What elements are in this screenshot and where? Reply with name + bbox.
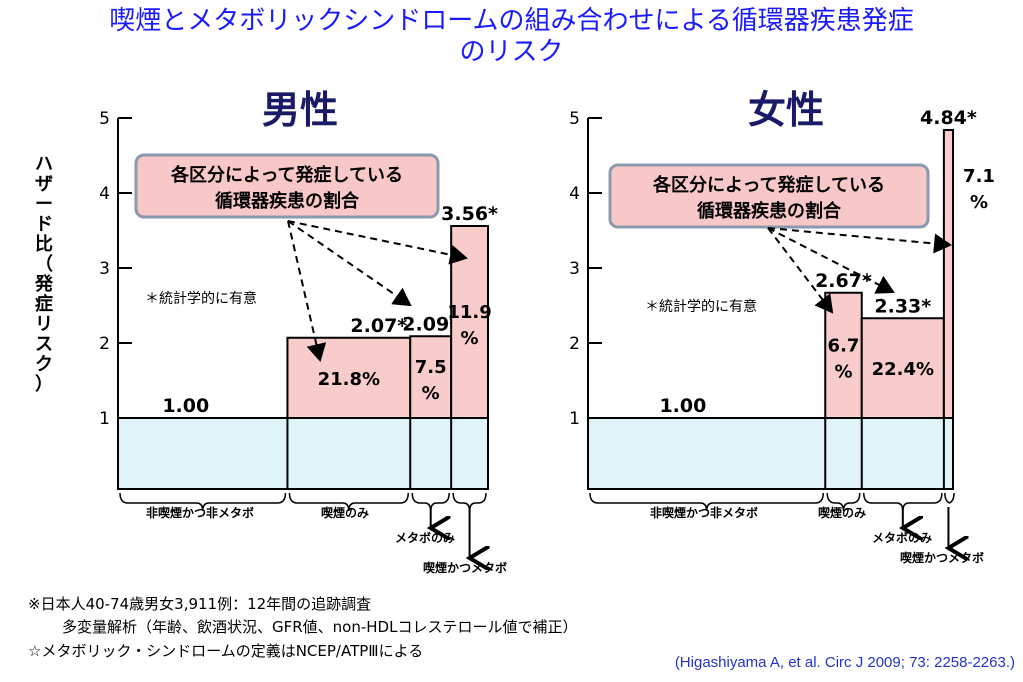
annotation-line-2: 循環器疾患の割合	[215, 190, 360, 212]
category-brace	[589, 492, 824, 512]
footnote-1: ※日本人40-74歳男女3,911例：12年間の追跡調査	[28, 595, 372, 613]
y-axis-label: ハザード比（発症リスク）	[34, 154, 54, 395]
y-axis-label-char: ク	[35, 354, 53, 375]
footnote-2: 多変量解析（年齢、飲酒状況、GFR値、non-HDLコレステロール値で補正）	[62, 618, 578, 636]
y-tick-label: 4	[569, 184, 580, 204]
y-axis-label-char: ー	[35, 194, 53, 215]
annotation-arrow	[287, 220, 412, 307]
title-line-1: 喫煙とメタボリックシンドロームの組み合わせによる循環器疾患発症	[109, 6, 914, 36]
bar-メタボのみ	[860, 317, 945, 419]
y-axis-label-char: リ	[35, 314, 53, 335]
y-tick-label: 3	[99, 259, 110, 279]
hazard-label: 2.67*	[815, 270, 872, 292]
annotation-line-1: 各区分によって発症している	[170, 164, 403, 186]
proportion-unit: %	[461, 328, 479, 349]
y-axis-label-char: （	[35, 254, 53, 275]
panel-male: 男性 1.00 2.07* 21.8% 2.09* 7.5% 3.56* 11.9% 1 2 3 4 5…	[99, 88, 507, 575]
proportion-label: 7.1	[963, 166, 995, 187]
hazard-label: 4.84*	[920, 107, 977, 129]
y-axis-label-char: 発	[34, 273, 54, 295]
proportion-label: 11.9	[447, 302, 491, 323]
footnote-3: ☆メタボリック・シンドロームの定義はNCEP/ATPⅢによる	[28, 642, 424, 660]
y-tick-label: 3	[569, 259, 580, 279]
bar-喫煙のみ	[824, 291, 863, 419]
title-line-2: のリスク	[459, 37, 564, 67]
baseline-band	[117, 417, 489, 490]
category-label: メタボのみ	[395, 530, 455, 545]
category-brace	[119, 492, 287, 512]
category-label: 喫煙のみ	[818, 505, 866, 520]
bar-喫煙かつメタボ	[450, 225, 490, 419]
annotation-box	[134, 153, 440, 219]
y-axis-label-char: ハ	[35, 154, 53, 175]
y-tick-label: 1	[569, 409, 580, 429]
proportion-unit: %	[970, 192, 988, 213]
proportion-label: 21.8%	[318, 369, 380, 390]
bar-メタボのみ	[409, 335, 453, 419]
annotation-arrow	[287, 220, 468, 265]
baseline-band	[587, 417, 954, 490]
bar-喫煙かつメタボ	[942, 129, 954, 419]
annotation-line-1: 各区分によって発症している	[652, 174, 885, 196]
proportion-unit: %	[834, 361, 852, 382]
y-tick-label: 2	[99, 334, 110, 354]
y-axis-label-char: ）	[35, 374, 53, 395]
annotation-line-2: 循環器疾患の割合	[697, 200, 842, 222]
category-label: 喫煙のみ	[321, 505, 369, 520]
proportion-label: 6.7	[828, 335, 860, 356]
category-brace	[944, 492, 955, 504]
hazard-label: 1.00	[162, 395, 209, 417]
y-tick-label: 1	[99, 409, 110, 429]
annotation-arrow	[767, 227, 834, 314]
hazard-label: 2.33*	[874, 295, 931, 317]
category-brace	[288, 492, 409, 512]
annotation-arrow	[767, 227, 952, 254]
significance-note: ＊統計学的に有意	[645, 298, 757, 315]
hazard-label: 3.56*	[441, 203, 498, 225]
category-brace	[826, 492, 861, 512]
hazard-label: 1.00	[659, 395, 706, 417]
hazard-label: 2.07*	[350, 315, 407, 337]
main-title: 喫煙とメタボリックシンドロームの組み合わせによる循環器疾患発症 のリスク	[0, 6, 1023, 68]
category-label: 喫煙かつメタボ	[423, 560, 507, 575]
hazard-label: 2.09*	[402, 313, 459, 335]
y-tick-label: 4	[99, 184, 110, 204]
category-label: 非喫煙かつ非メタボ	[146, 505, 254, 520]
category-label: 非喫煙かつ非メタボ	[650, 505, 758, 520]
y-axis-label-char: ド	[35, 214, 53, 235]
y-axis-label-char: 症	[35, 293, 53, 315]
citation: (Higashiyama A, et al. Circ J 2009; 73: …	[674, 654, 1015, 671]
y-axis-label-char: ザ	[35, 174, 53, 195]
y-tick-label: 2	[569, 334, 580, 354]
proportion-label: 7.5	[415, 357, 447, 378]
y-tick-label: 5	[569, 109, 580, 129]
annotation-box	[608, 163, 930, 229]
proportion-unit: %	[422, 383, 440, 404]
y-axis-label-char: ス	[35, 334, 53, 355]
significance-note: ＊統計学的に有意	[145, 290, 257, 307]
panel-title: 男性	[262, 88, 338, 132]
category-label: 喫煙かつメタボ	[900, 550, 984, 565]
y-axis-label-char: 比	[35, 234, 53, 255]
panel-female: 女性 1.00 2.67* 6.7% 2.33* 22.4% 4.84* 7.1% 1 2 3 4 5 非…	[569, 88, 995, 565]
y-tick-label: 5	[99, 109, 110, 129]
proportion-label: 22.4%	[872, 359, 934, 380]
category-label: メタボのみ	[872, 530, 932, 545]
panel-title: 女性	[748, 88, 824, 132]
